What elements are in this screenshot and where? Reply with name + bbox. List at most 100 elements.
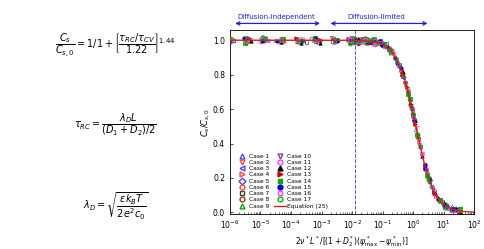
Point [413,126,421,130]
Point [259,35,267,39]
Point [280,37,287,41]
Point [450,208,457,212]
Point [430,192,438,196]
Point [312,39,319,43]
Point [360,37,368,41]
Point [351,41,359,45]
Point [393,61,401,65]
Point [242,39,249,43]
Point [314,38,321,42]
Point [380,41,388,45]
Point [372,42,379,46]
Point [347,39,354,43]
Point [408,108,416,112]
Point [330,38,338,42]
Point [308,37,316,41]
Point [450,207,457,211]
Text: Diffusion-limited: Diffusion-limited [348,14,406,20]
Point [363,41,371,45]
Point [346,38,353,42]
Point [356,38,363,42]
Text: $\dfrac{C_s}{C_{s,0}} = 1/1+\left[\dfrac{\tau_{RC}/\tau_{CV}}{1.22}\right]^{1.44: $\dfrac{C_s}{C_{s,0}} = 1/1+\left[\dfrac… [56,31,176,59]
Point [407,104,415,108]
Point [294,39,302,43]
Point [354,37,362,41]
Point [408,107,416,111]
Point [408,112,416,116]
Point [380,43,388,47]
Point [400,76,408,80]
Point [348,39,355,43]
Point [441,202,449,206]
Point [348,40,355,44]
Point [314,37,322,41]
Point [441,206,449,210]
Point [347,38,355,42]
Point [409,115,417,119]
Point [277,38,285,42]
Point [428,185,436,189]
Point [292,38,300,42]
Point [407,102,415,106]
Point [375,40,382,44]
Point [226,37,234,41]
Point [355,42,363,46]
Point [229,38,237,42]
Point [414,134,422,138]
Point [347,37,355,41]
Point [450,208,458,212]
Point [431,189,439,193]
Point [383,44,391,48]
Point [380,43,388,47]
Point [449,208,457,212]
Point [358,40,365,44]
Point [409,113,417,117]
Point [278,37,286,41]
Point [359,40,366,44]
Point [368,38,376,42]
Point [243,37,251,41]
Point [387,51,395,55]
Point [394,62,402,66]
Point [397,66,405,70]
Point [456,208,464,212]
Point [362,36,369,40]
Point [349,38,357,42]
Point [373,42,381,46]
Point [376,39,384,43]
Point [261,37,269,41]
Point [276,38,284,42]
Point [443,204,451,208]
Point [330,36,337,40]
Point [456,208,464,212]
Point [394,63,402,67]
Y-axis label: $C_s/C_{s,0}$: $C_s/C_{s,0}$ [199,107,212,137]
Point [226,40,234,44]
Point [241,41,249,45]
Point [382,42,390,46]
Point [259,38,267,42]
Point [399,70,407,74]
Point [366,41,374,45]
Point [408,106,416,110]
Point [354,38,362,42]
Point [314,38,321,42]
Point [369,39,377,43]
Point [384,46,392,50]
Point [447,206,455,210]
Point [436,198,444,202]
Point [436,198,444,202]
Point [398,69,406,73]
Point [436,199,443,203]
Point [386,49,394,53]
Point [438,199,446,203]
Point [423,168,430,172]
Point [362,38,370,42]
Point [400,75,408,79]
Point [355,38,363,42]
Point [397,69,405,73]
Point [456,209,464,213]
Point [227,38,235,42]
Legend: Case 1, Case 2, Case 3, Case 4, Case 5, Case 6, Case 7, Case 8, Case 9, Case 10,: Case 1, Case 2, Case 3, Case 4, Case 5, … [235,153,329,209]
X-axis label: $2\nu^*L^*/[(1+D_2^*)(\psi^*_{\rm max}-\psi^*_{\rm min})]$: $2\nu^*L^*/[(1+D_2^*)(\psi^*_{\rm max}-\… [295,234,409,249]
